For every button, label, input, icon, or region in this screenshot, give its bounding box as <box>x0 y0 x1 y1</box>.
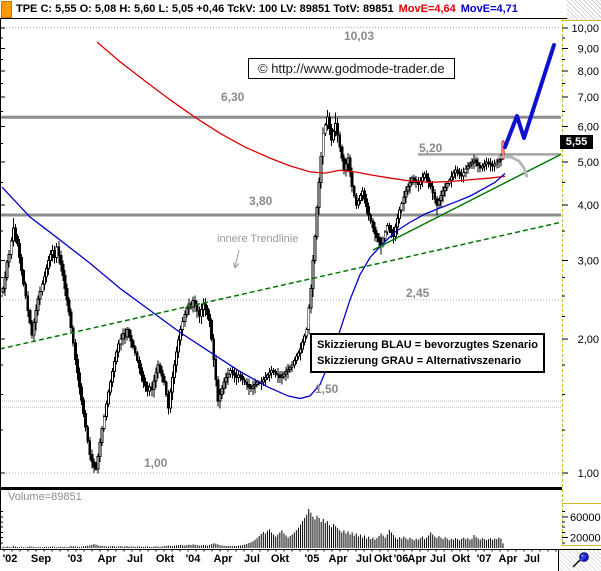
last-price-tag: 5,55 <box>560 135 593 149</box>
y-tick-label: 9,00 <box>578 43 599 55</box>
scenario-sketches-group <box>497 43 556 179</box>
ema-blue-value: MovE=4,71 <box>460 3 518 15</box>
y-tick-label: 2,00 <box>578 334 599 346</box>
y-tick-label: 3,00 <box>578 256 599 268</box>
y-tick-label: 5,00 <box>578 157 599 169</box>
ema-red-line <box>96 41 506 183</box>
x-axis-label: Jul <box>244 553 260 565</box>
resize-grip <box>567 0 601 21</box>
level-label-6,30: 6,30 <box>221 90 245 104</box>
x-axis-label: '03 <box>67 553 83 565</box>
trendlines-group <box>0 153 562 350</box>
x-axis-ticks-group <box>3 549 557 552</box>
sketch-blue-preferred <box>503 43 556 149</box>
y-tick-label: 8,00 <box>578 66 599 78</box>
quote-header: TPE C: 5,55 O: 5,08 H: 5,60 L: 5,05 +0,4… <box>0 0 601 19</box>
x-axis-label: Jul <box>356 553 372 565</box>
y-tick-label: 1,00 <box>578 468 599 480</box>
ema-red-value: MovE=4,64 <box>398 3 456 15</box>
level-label-1,00: 1,00 <box>144 456 168 470</box>
x-axis-label: Okt <box>270 553 290 565</box>
inner-trendline-label: innere Trendlinie <box>217 233 299 245</box>
x-axis-label: Apr <box>407 553 427 565</box>
frame-group <box>0 19 601 551</box>
volume-label: Volume=89851 <box>8 491 82 503</box>
y-tick-label: 7,00 <box>578 92 599 104</box>
x-axis-label: Jul <box>430 553 446 565</box>
level-label-10,03: 10,03 <box>344 29 375 43</box>
support-trendline-solid <box>372 153 562 251</box>
pin-button[interactable] <box>558 550 601 571</box>
volume-tick-label: 600000 <box>570 512 601 524</box>
x-axis-label: Okt <box>155 553 175 565</box>
level-label-5,20: 5,20 <box>419 141 443 155</box>
watermark-box: © http://www.godmode-trader.de <box>248 58 455 79</box>
level-label-3,80: 3,80 <box>249 194 273 208</box>
x-axis-label: '06 <box>393 553 409 565</box>
x-axis-label: Sep <box>30 553 52 565</box>
volume-axis-group: 600000 200000 <box>0 511 601 545</box>
y-tick-label: 4,00 <box>578 200 599 212</box>
level-label-1,50: 1,50 <box>315 382 339 396</box>
x-axis-label: Jul <box>524 553 540 565</box>
x-axis: '02 Sep '03 Apr Jul Okt '04 Apr Jul Okt '05 Apr Jul O… <box>0 550 601 571</box>
price-axis-group: 10,00 9,00 8,00 7,00 6,00 5,00 4,00 3,00 2,00 1,0… <box>0 23 599 480</box>
pushpin-icon <box>572 552 589 568</box>
symbol-color-swatch <box>1 0 12 18</box>
x-axis-label: '05 <box>304 553 320 565</box>
x-axis-label: '02 <box>2 553 18 565</box>
y-tick-label: 10,00 <box>571 23 599 35</box>
volume-bars-group <box>2 509 504 548</box>
scenario-line-blue: Skizzierung BLAU = bevorzugtes Szenario <box>317 339 538 351</box>
quote-string: TPE C: 5,55 O: 5,08 H: 5,60 L: 5,05 +0,4… <box>16 3 394 15</box>
x-axis-label: Jul <box>127 553 143 565</box>
candles-group <box>1 109 505 474</box>
volume-tick-label: 200000 <box>570 533 601 545</box>
x-axis-label: Okt <box>373 553 393 565</box>
x-axis-label: '07 <box>476 553 492 565</box>
x-axis-label: Apr <box>498 553 518 565</box>
y-tick-label: 6,00 <box>578 122 599 134</box>
x-axis-label: Okt <box>451 553 471 565</box>
scenario-box: Skizzierung BLAU = bevorzugtes Szenario … <box>310 333 545 373</box>
x-axis-label: Apr <box>328 553 348 565</box>
x-axis-label: Apr <box>213 553 233 565</box>
scenario-line-gray: Skizzierung GRAU = Alternativszenario <box>317 355 522 367</box>
x-axis-label: '04 <box>185 553 201 565</box>
x-axis-label: Apr <box>97 553 117 565</box>
sketch-gray-alternative <box>497 155 529 179</box>
level-label-2,45: 2,45 <box>406 286 430 300</box>
